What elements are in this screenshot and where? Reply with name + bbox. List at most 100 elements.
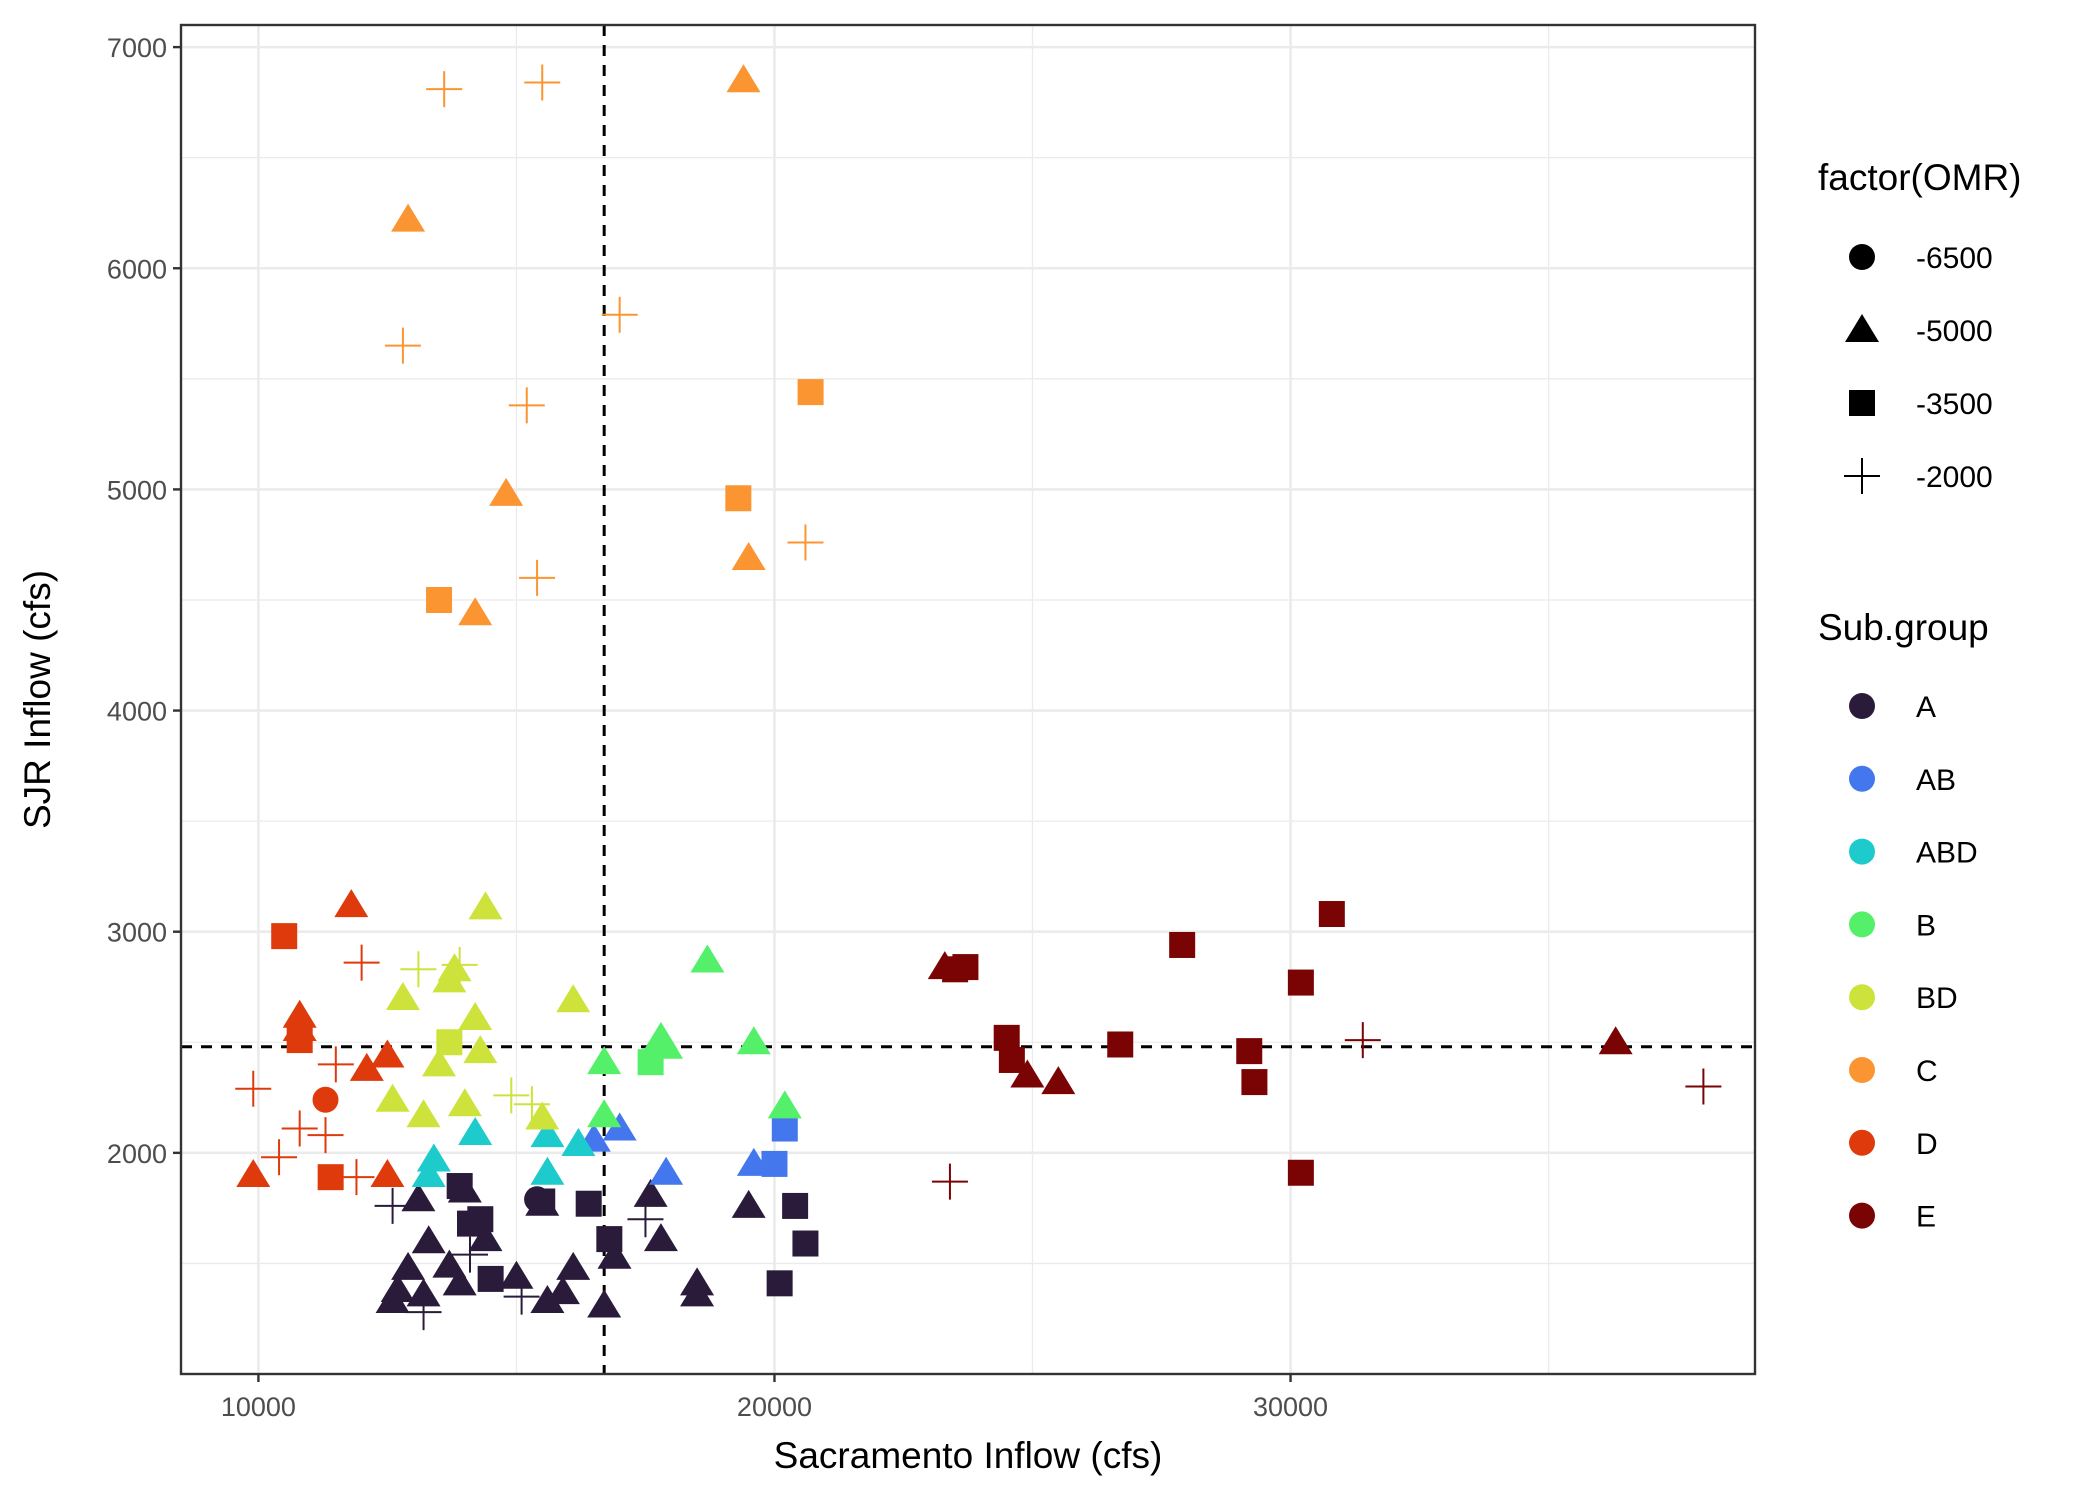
axes: 10000 20000 30000 2000 3000 4000 5000 6000 7000: [107, 33, 1328, 1422]
data-point: [519, 559, 556, 596]
color-legend-key: [1849, 1057, 1875, 1083]
grid-lines: [181, 25, 1755, 1374]
data-point: [503, 1278, 540, 1315]
y-tick-label: 6000: [107, 254, 167, 284]
data-point: [405, 1294, 442, 1331]
data-point: [307, 1117, 344, 1154]
y-tick-label: 3000: [107, 918, 167, 948]
data-point: [587, 1289, 622, 1318]
shape-legend-title: factor(OMR): [1818, 157, 2022, 198]
data-point: [235, 1070, 272, 1107]
color-legend-label: E: [1916, 1201, 1936, 1234]
data-point: [442, 1267, 477, 1296]
data-point: [998, 1046, 1025, 1073]
color-legend-label: C: [1916, 1055, 1938, 1088]
data-point: [236, 1158, 271, 1187]
data-point: [286, 1027, 313, 1054]
data-point: [1287, 1159, 1314, 1186]
data-point: [556, 984, 591, 1013]
data-point: [561, 1128, 596, 1157]
x-tick-label: 30000: [1253, 1392, 1328, 1422]
data-point: [312, 1086, 339, 1113]
data-point: [468, 1223, 503, 1252]
data-point: [384, 327, 421, 364]
data-point: [597, 1240, 632, 1269]
data-point: [391, 203, 426, 232]
shape-legend-key: [1845, 314, 1879, 342]
data-point: [426, 71, 463, 108]
data-point: [463, 1035, 498, 1064]
shape-legend-key: [1849, 390, 1875, 416]
data-point: [436, 1029, 463, 1056]
data-point: [458, 1001, 493, 1030]
color-legend-key: [1849, 693, 1875, 719]
data-point: [468, 891, 503, 920]
data-point: [530, 1119, 565, 1148]
data-point: [349, 1052, 384, 1081]
data-point: [993, 1024, 1020, 1051]
data-point: [401, 1183, 436, 1212]
data-points: [235, 64, 1722, 1331]
data-point: [489, 477, 524, 506]
data-point: [334, 889, 369, 918]
data-point: [587, 1046, 622, 1075]
data-point: [391, 1251, 426, 1280]
data-point: [1685, 1068, 1722, 1105]
data-point: [426, 586, 453, 613]
data-point: [530, 1156, 565, 1185]
data-point: [690, 944, 725, 973]
data-point: [1598, 1026, 1633, 1055]
data-point: [726, 64, 761, 93]
data-point: [456, 1210, 483, 1237]
data-point: [493, 1077, 530, 1114]
data-point: [281, 1110, 318, 1147]
data-point: [637, 1049, 664, 1076]
data-point: [375, 1083, 410, 1112]
data-point: [1107, 1031, 1134, 1058]
color-legend-label: BD: [1916, 982, 1958, 1015]
color-legend-label: D: [1916, 1128, 1938, 1161]
shape-legend-key: [1844, 458, 1880, 494]
data-point: [380, 1273, 415, 1302]
data-point: [338, 1159, 375, 1196]
y-axis-title: SJR Inflow (cfs): [17, 570, 58, 829]
color-legend-label: ABD: [1916, 837, 1978, 870]
data-point: [370, 1039, 405, 1068]
data-point: [627, 1201, 664, 1238]
data-point: [587, 1099, 622, 1128]
data-point: [525, 1101, 560, 1130]
data-point: [411, 1158, 446, 1187]
data-point: [529, 1188, 556, 1215]
data-point: [406, 1278, 441, 1307]
data-point: [317, 1046, 354, 1083]
data-point: [596, 1226, 623, 1253]
legend: factor(OMR) Sub.group -6500 -5000 -3500 -20…: [1818, 157, 2022, 1234]
data-point: [458, 1116, 493, 1145]
data-point: [545, 1276, 580, 1305]
data-point: [952, 954, 979, 981]
data-point: [731, 541, 766, 570]
data-point: [422, 1048, 457, 1077]
data-point: [451, 1236, 488, 1273]
data-point: [343, 944, 380, 981]
data-point: [725, 485, 752, 512]
data-point: [787, 524, 824, 561]
plot-panel-border: [179, 23, 1757, 1376]
data-point: [633, 1178, 668, 1207]
shape-legend-label: -5000: [1916, 315, 1993, 348]
color-legend-title: Sub.group: [1818, 607, 1989, 648]
data-point: [508, 387, 545, 424]
x-tick-label: 20000: [737, 1392, 812, 1422]
shape-legend-label: -6500: [1916, 242, 1993, 275]
y-tick-label: 7000: [107, 33, 167, 63]
y-tick-label: 5000: [107, 475, 167, 505]
data-point: [1041, 1066, 1076, 1095]
data-point: [530, 1285, 565, 1314]
shape-legend-label: -2000: [1916, 461, 1993, 494]
data-point: [931, 1163, 968, 1200]
data-point: [643, 1223, 678, 1252]
data-point: [411, 1225, 446, 1254]
data-point: [437, 953, 472, 982]
data-point: [370, 1158, 405, 1187]
